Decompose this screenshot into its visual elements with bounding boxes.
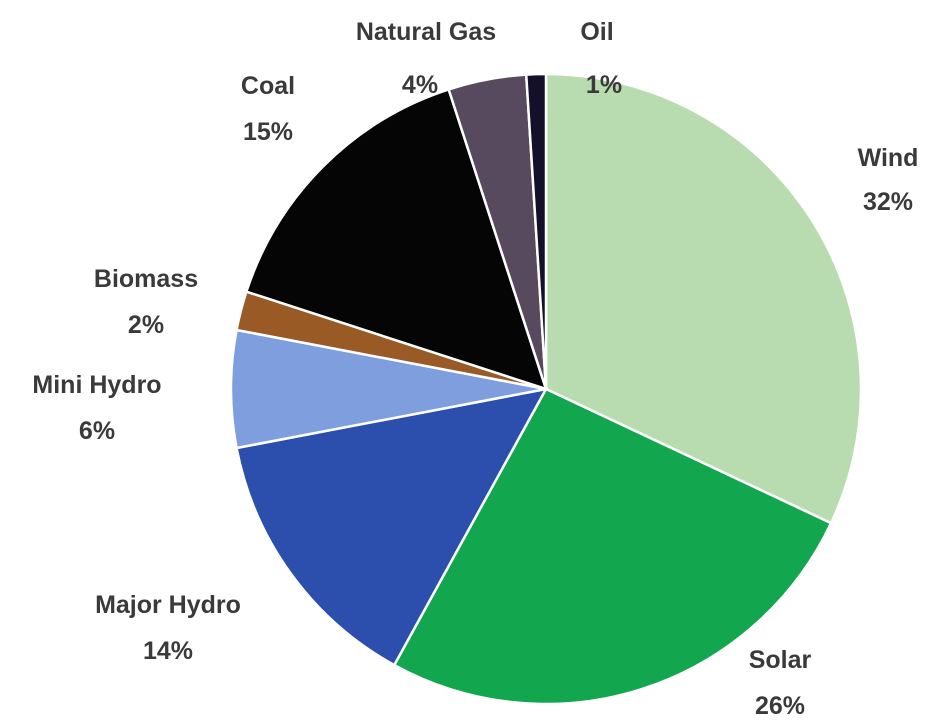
label-coal: Coal: [241, 72, 295, 100]
label-mini-hydro: Mini Hydro: [32, 371, 161, 399]
label-oil: Oil: [580, 18, 613, 46]
value-oil: 1%: [586, 71, 622, 99]
value-biomass: 2%: [128, 311, 164, 339]
label-solar: Solar: [749, 646, 812, 674]
pie-slice-coal: [244, 87, 548, 391]
slices-layer: [229, 72, 863, 706]
label-major-hydro: Major Hydro: [95, 591, 241, 619]
value-solar: 26%: [755, 692, 805, 720]
value-coal: 15%: [243, 118, 293, 146]
value-wind: 32%: [863, 188, 913, 216]
pie-slice-major-hydro: [235, 387, 549, 667]
value-natural-gas: 4%: [402, 71, 438, 99]
label-wind: Wind: [858, 144, 919, 172]
pie-slice-mini-hydro: [229, 328, 547, 450]
label-natural-gas: Natural Gas: [356, 18, 496, 46]
labels-layer: Wind 32% Solar 26% Major Hydro 14% Mini …: [32, 18, 918, 720]
label-biomass: Biomass: [94, 265, 198, 293]
value-major-hydro: 14%: [143, 637, 193, 665]
value-mini-hydro: 6%: [79, 417, 115, 445]
pie-slice-oil: [524, 72, 548, 390]
pie-slice-wind: [544, 72, 863, 525]
